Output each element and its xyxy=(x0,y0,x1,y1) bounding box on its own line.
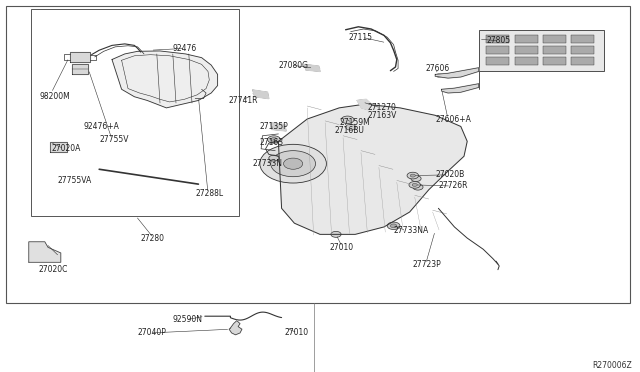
Text: 271270: 271270 xyxy=(368,103,397,112)
Text: 27726R: 27726R xyxy=(438,182,468,190)
Text: 27723P: 27723P xyxy=(413,260,442,269)
Bar xyxy=(571,57,594,65)
Circle shape xyxy=(271,151,316,177)
Text: 27080G: 27080G xyxy=(278,61,308,70)
Text: 27020B: 27020B xyxy=(435,170,465,179)
Bar xyxy=(571,35,594,43)
Text: 27755V: 27755V xyxy=(99,135,129,144)
Circle shape xyxy=(34,250,49,259)
Circle shape xyxy=(269,155,279,161)
Bar xyxy=(486,57,509,65)
Circle shape xyxy=(284,158,303,169)
Bar xyxy=(515,35,538,43)
Circle shape xyxy=(346,124,356,130)
Text: 27606: 27606 xyxy=(426,64,450,73)
Polygon shape xyxy=(305,64,320,71)
Text: 27135P: 27135P xyxy=(259,122,288,131)
Circle shape xyxy=(412,183,417,186)
Circle shape xyxy=(271,138,277,141)
Bar xyxy=(31,9,239,216)
Circle shape xyxy=(410,174,415,177)
Text: 98200M: 98200M xyxy=(40,92,70,101)
Circle shape xyxy=(38,253,45,257)
Polygon shape xyxy=(271,123,286,131)
Circle shape xyxy=(341,116,354,124)
Text: 27010: 27010 xyxy=(285,328,309,337)
Circle shape xyxy=(268,136,280,143)
Bar xyxy=(515,57,538,65)
Circle shape xyxy=(387,222,400,230)
Polygon shape xyxy=(70,52,90,62)
Polygon shape xyxy=(229,321,242,335)
Bar xyxy=(486,46,509,54)
Text: 2716BU: 2716BU xyxy=(334,126,364,135)
Polygon shape xyxy=(29,242,61,262)
Polygon shape xyxy=(50,142,67,152)
Circle shape xyxy=(331,231,341,237)
Text: 27741R: 27741R xyxy=(228,96,258,105)
Text: 27040P: 27040P xyxy=(138,328,166,337)
Text: 27020C: 27020C xyxy=(38,265,68,274)
Circle shape xyxy=(411,176,421,182)
Circle shape xyxy=(409,182,420,188)
Text: 27733N: 27733N xyxy=(253,159,283,168)
Text: 27280: 27280 xyxy=(141,234,165,243)
Bar xyxy=(543,35,566,43)
Bar xyxy=(515,46,538,54)
Text: 27163: 27163 xyxy=(259,138,284,147)
Circle shape xyxy=(436,73,444,78)
Bar xyxy=(6,6,630,303)
Bar xyxy=(543,57,566,65)
Bar xyxy=(486,35,509,43)
Polygon shape xyxy=(72,64,88,74)
Text: 27288L: 27288L xyxy=(195,189,223,198)
Text: 27606+A: 27606+A xyxy=(435,115,471,124)
Polygon shape xyxy=(357,99,371,110)
Circle shape xyxy=(390,224,397,228)
Text: 27159M: 27159M xyxy=(339,118,370,127)
Text: R270006Z: R270006Z xyxy=(593,361,632,370)
Text: 27010: 27010 xyxy=(330,243,354,252)
Text: 27805: 27805 xyxy=(486,36,511,45)
Bar xyxy=(479,30,604,71)
Polygon shape xyxy=(112,51,218,108)
Circle shape xyxy=(260,144,326,183)
Text: 27115: 27115 xyxy=(349,33,372,42)
Text: 92590N: 92590N xyxy=(173,315,203,324)
Polygon shape xyxy=(442,84,479,93)
Text: 27733NA: 27733NA xyxy=(394,226,429,235)
Polygon shape xyxy=(278,104,467,234)
Text: 92476+A: 92476+A xyxy=(83,122,119,131)
Text: 27163V: 27163V xyxy=(368,111,397,120)
Text: 92476: 92476 xyxy=(173,44,197,53)
Polygon shape xyxy=(435,68,479,78)
Bar xyxy=(543,46,566,54)
Circle shape xyxy=(407,172,419,179)
Text: 27020A: 27020A xyxy=(51,144,81,153)
Bar xyxy=(571,46,594,54)
Circle shape xyxy=(54,144,64,150)
Text: 27755VA: 27755VA xyxy=(58,176,92,185)
Circle shape xyxy=(413,184,423,190)
Polygon shape xyxy=(253,90,269,99)
